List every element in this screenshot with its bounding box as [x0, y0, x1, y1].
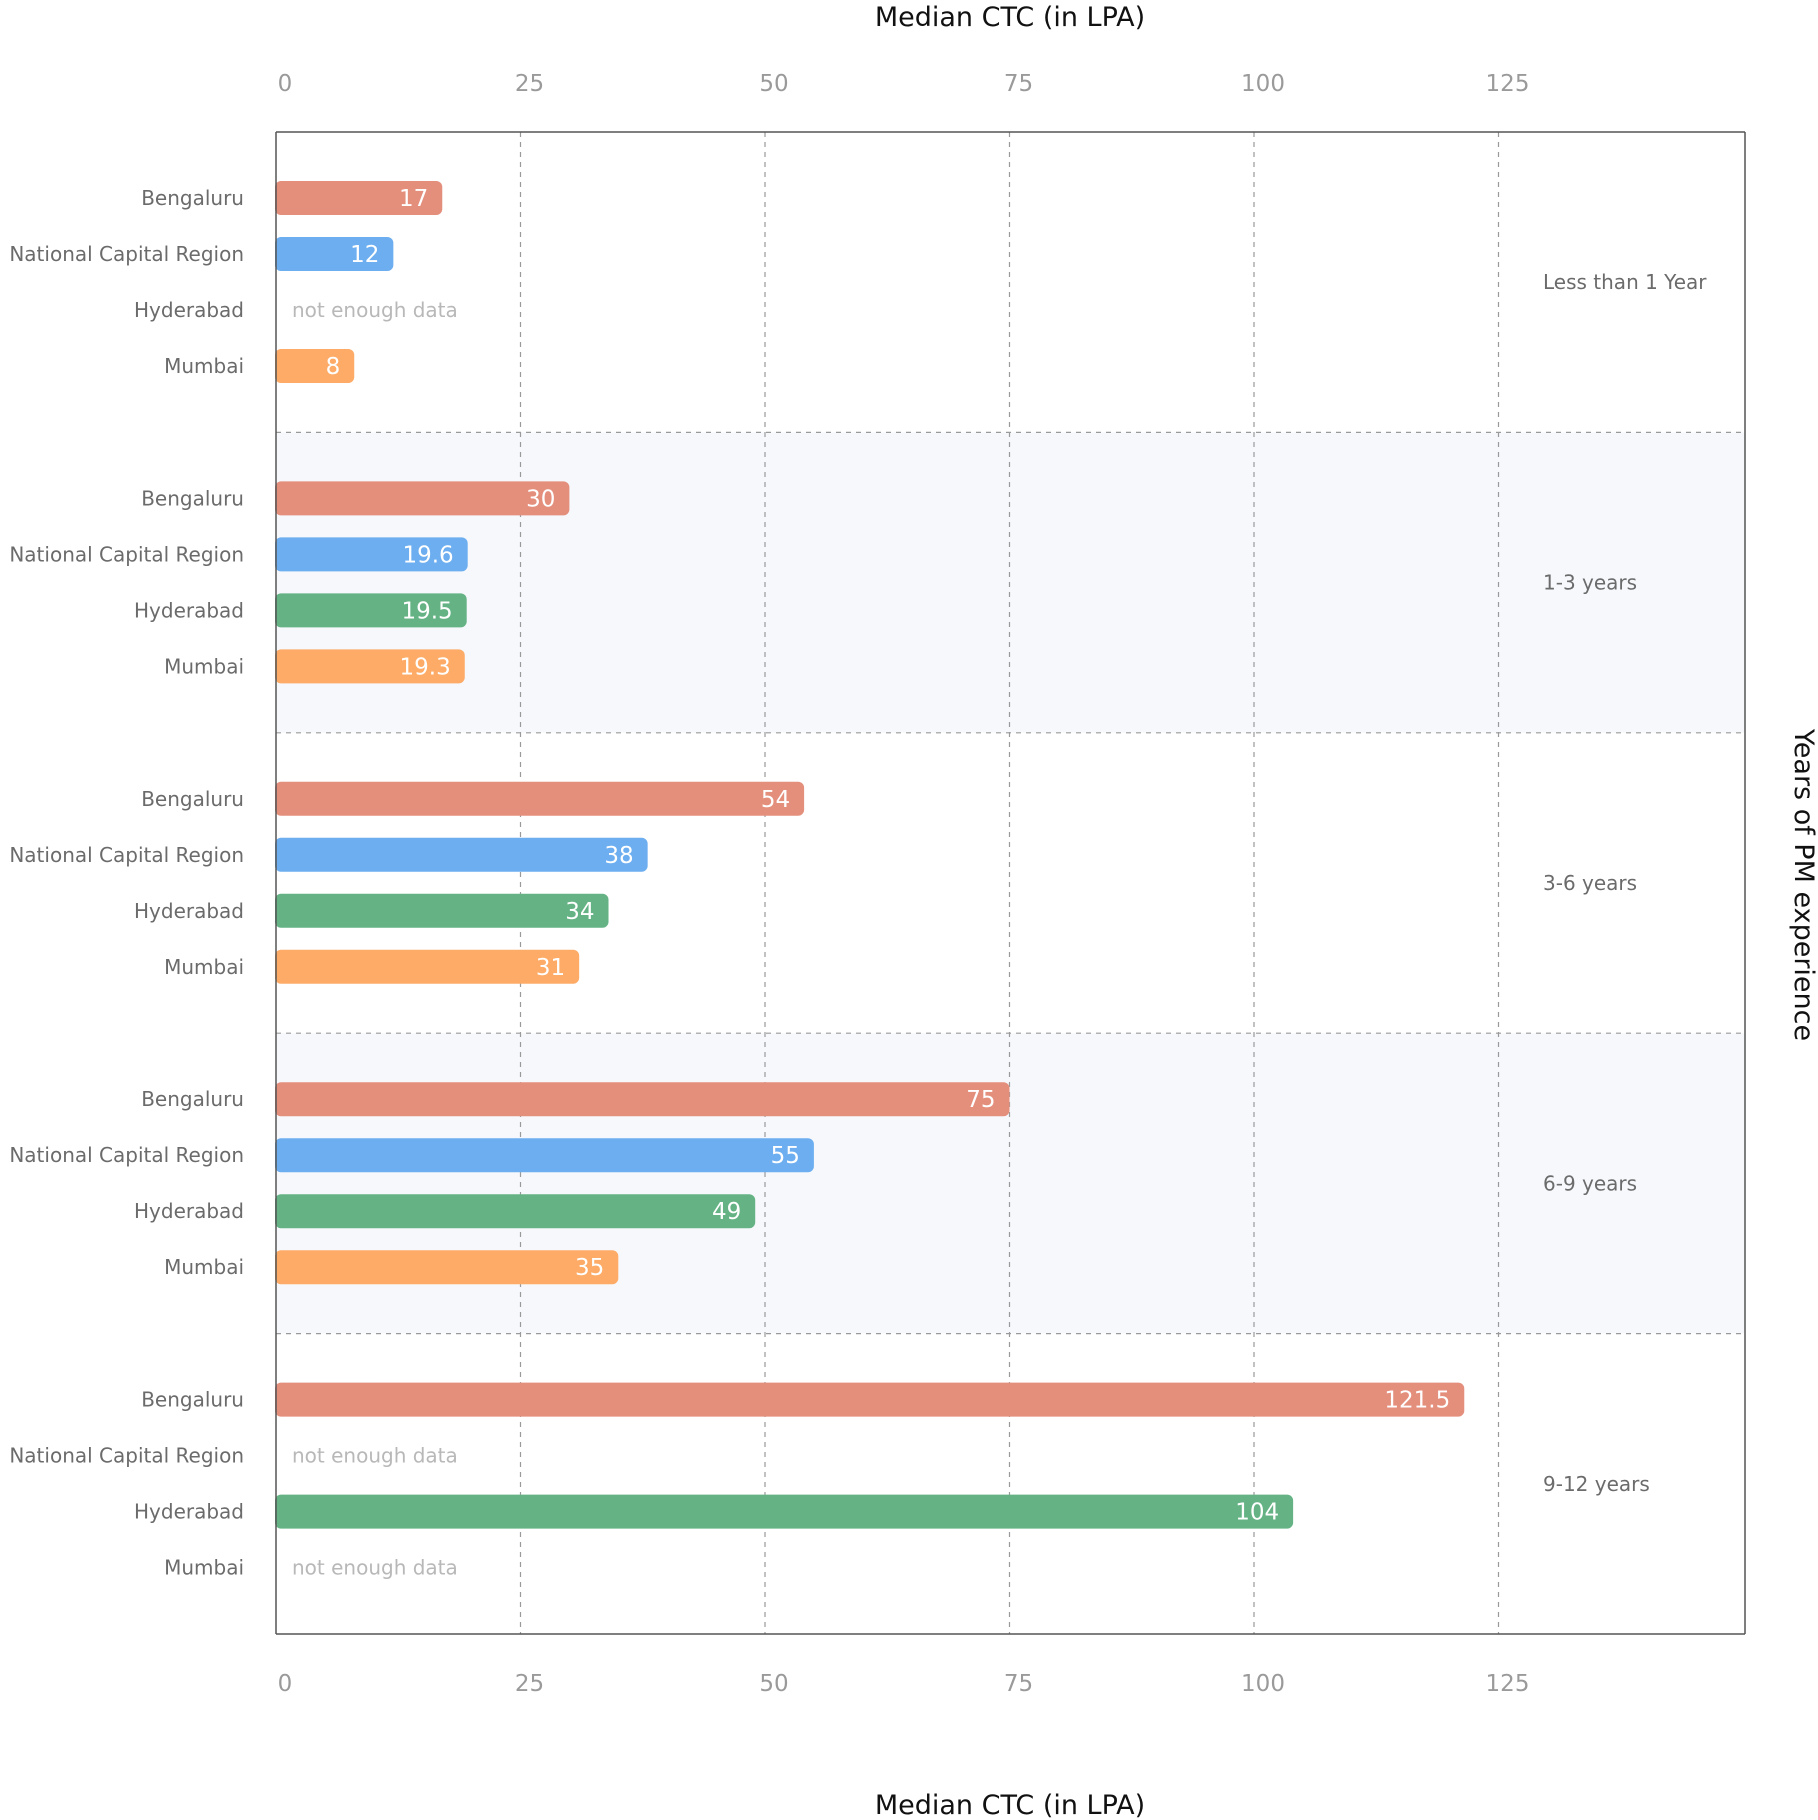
group-label-3: 6-9 years [1543, 1171, 1637, 1195]
city-label-4-3: Mumbai [164, 1556, 244, 1580]
bar-value-label-0-1: 12 [350, 242, 379, 268]
bar-value-label-2-3: 31 [536, 955, 565, 981]
x-tick-label-top-75: 75 [1004, 71, 1033, 97]
bar-2-0 [275, 781, 805, 816]
bar-value-label-3-2: 49 [712, 1199, 741, 1225]
labels-layer: 0 0 25 25 50 50 75 75 100 100 125 125 Less than 1 Ye… [9, 71, 1707, 1697]
bar-value-label-2-0: 54 [761, 787, 790, 813]
city-label-0-3: Mumbai [164, 354, 244, 378]
city-label-3-1: National Capital Region [9, 1143, 244, 1167]
bar-0-0 [275, 181, 443, 215]
bar-value-label-2-1: 38 [604, 843, 633, 869]
bar-value-label-3-1: 55 [771, 1143, 800, 1169]
city-label-1-2: Hyderabad [134, 598, 244, 622]
bar-0-1 [275, 237, 394, 271]
bar-value-label-3-3: 35 [575, 1255, 604, 1281]
city-label-3-0: Bengaluru [141, 1087, 244, 1111]
x-tick-label-top-125: 125 [1486, 71, 1530, 97]
city-label-3-3: Mumbai [164, 1255, 244, 1279]
city-label-0-1: National Capital Region [9, 242, 244, 266]
no-data-label-4-3: not enough data [292, 1556, 458, 1580]
bar-value-label-0-0: 17 [399, 186, 428, 212]
no-data-label-0-2: not enough data [292, 298, 458, 322]
bar-1-3 [275, 649, 465, 684]
bar-3-0 [275, 1082, 1010, 1117]
bar-3-2 [275, 1194, 756, 1229]
group-shade-1 [276, 432, 1745, 733]
bar-3-3 [275, 1250, 619, 1285]
bar-value-label-0-3: 8 [326, 354, 341, 380]
axes-layer [275, 131, 1746, 1635]
x-tick-label-bottom-25: 25 [515, 1671, 544, 1697]
x-tick-label-bottom-75: 75 [1004, 1671, 1033, 1697]
bar-value-label-4-0: 121.5 [1384, 1388, 1450, 1414]
x-axis-title-bottom: Median CTC (in LPA) [875, 1790, 1145, 1820]
city-label-2-0: Bengaluru [141, 787, 244, 811]
city-label-2-3: Mumbai [164, 955, 244, 979]
group-label-4: 9-12 years [1543, 1472, 1650, 1496]
x-tick-label-bottom-125: 125 [1486, 1671, 1530, 1697]
x-tick-label-top-25: 25 [515, 71, 544, 97]
bar-2-3 [275, 949, 580, 984]
bar-3-1 [275, 1138, 814, 1173]
bar-value-label-2-2: 34 [565, 899, 594, 925]
x-tick-label-bottom-0: 0 [278, 1671, 293, 1697]
bar-value-label-1-3: 19.3 [400, 654, 451, 680]
bar-1-0 [275, 481, 570, 516]
x-tick-label-bottom-100: 100 [1241, 1671, 1285, 1697]
city-label-1-0: Bengaluru [141, 486, 244, 510]
city-label-0-2: Hyderabad [134, 298, 244, 322]
city-label-4-2: Hyderabad [134, 1500, 244, 1524]
city-label-1-1: National Capital Region [9, 542, 244, 566]
bar-2-2 [275, 893, 609, 928]
city-label-4-0: Bengaluru [141, 1388, 244, 1412]
city-label-4-1: National Capital Region [9, 1444, 244, 1468]
x-tick-label-bottom-50: 50 [759, 1671, 788, 1697]
bar-value-label-4-2: 104 [1235, 1500, 1279, 1526]
city-label-3-2: Hyderabad [134, 1199, 244, 1223]
city-label-1-3: Mumbai [164, 654, 244, 678]
x-tick-label-top-100: 100 [1241, 71, 1285, 97]
bar-value-label-3-0: 75 [966, 1087, 995, 1113]
x-axis-title-top: Median CTC (in LPA) [875, 2, 1145, 33]
no-data-label-4-1: not enough data [292, 1444, 458, 1468]
bar-1-1 [275, 537, 468, 572]
bar-1-2 [275, 593, 467, 628]
x-tick-label-top-50: 50 [759, 71, 788, 97]
bar-4-2 [275, 1494, 1294, 1529]
bar-2-1 [275, 837, 648, 872]
bar-value-label-1-0: 30 [526, 486, 555, 512]
group-label-0: Less than 1 Year [1543, 270, 1707, 294]
group-label-2: 3-6 years [1543, 871, 1637, 895]
bar-0-3 [275, 349, 355, 383]
group-label-1: 1-3 years [1543, 571, 1637, 595]
x-tick-label-top-0: 0 [278, 71, 293, 97]
bars-layer [275, 181, 1465, 1529]
y-axis-title-right: Years of PM experience [1788, 728, 1818, 1041]
bar-4-0 [275, 1382, 1465, 1417]
bar-value-label-1-2: 19.5 [401, 598, 452, 624]
group-shade-3 [276, 1033, 1745, 1334]
bar-value-label-1-1: 19.6 [402, 542, 453, 568]
city-label-2-1: National Capital Region [9, 843, 244, 867]
city-label-0-0: Bengaluru [141, 186, 244, 210]
city-label-2-2: Hyderabad [134, 899, 244, 923]
